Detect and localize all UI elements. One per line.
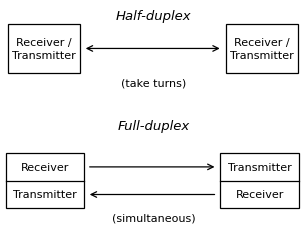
Bar (226, 25, 298, 73)
Text: Receiver: Receiver (21, 162, 69, 172)
Text: Transmitter: Transmitter (13, 190, 76, 200)
Bar (220, 153, 299, 208)
Text: Receiver /: Receiver / (234, 38, 290, 47)
Bar (8, 25, 80, 73)
Text: Receiver: Receiver (235, 190, 284, 200)
Text: Transmitter: Transmitter (228, 162, 291, 172)
Text: (simultaneous): (simultaneous) (112, 213, 195, 223)
Text: Transmitter: Transmitter (230, 51, 293, 61)
Text: Half-duplex: Half-duplex (116, 10, 191, 23)
Text: Full-duplex: Full-duplex (117, 119, 190, 132)
Text: Receiver /: Receiver / (16, 38, 72, 47)
Bar (6, 153, 84, 208)
Text: Transmitter: Transmitter (12, 51, 76, 61)
Text: (take turns): (take turns) (121, 78, 186, 88)
